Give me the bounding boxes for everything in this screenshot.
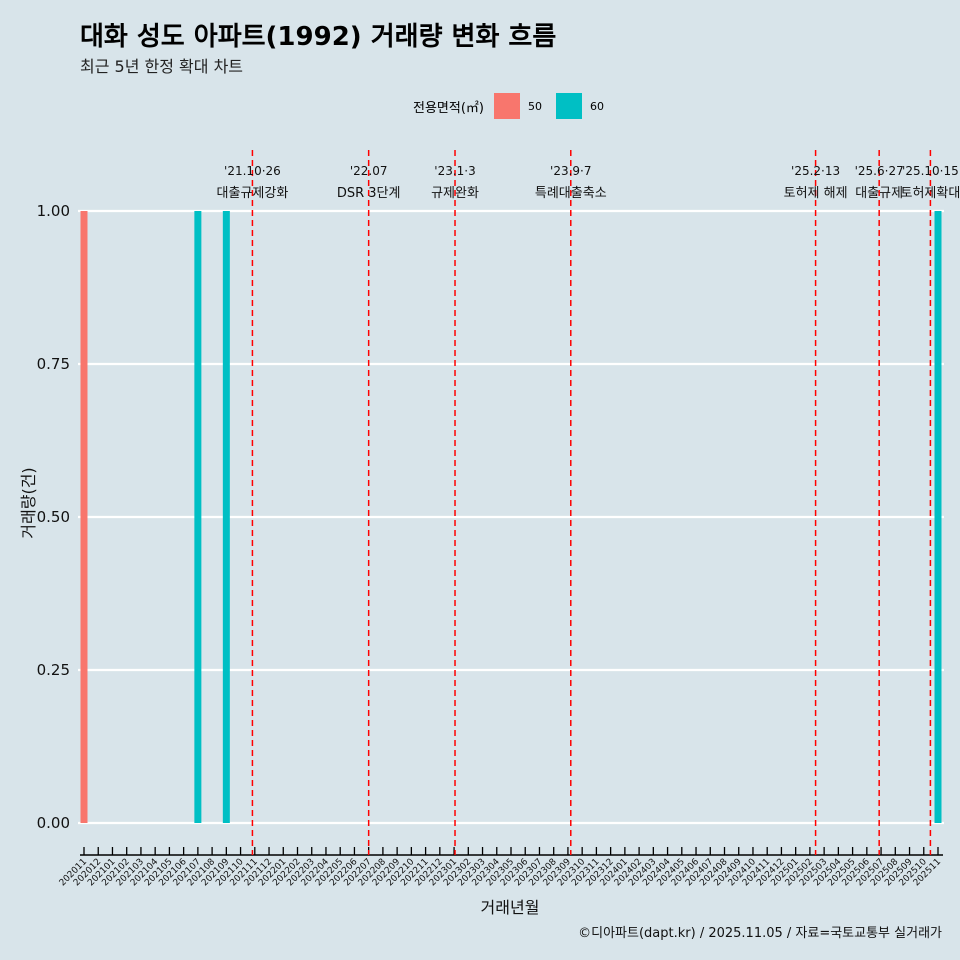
event-label: 토허제 해제 (784, 186, 848, 201)
event-date-label: '25.6·27 (855, 164, 904, 178)
event-label: 토허제확대 (901, 186, 960, 201)
event-label: 특례대출축소 (535, 186, 607, 201)
chart-title: 대화 성도 아파트(1992) 거래량 변화 흐름 (80, 22, 557, 52)
x-axis-title: 거래년월 (481, 898, 540, 917)
y-tick-label: 0.75 (37, 355, 70, 373)
event-date-label: '25.10·15 (902, 164, 959, 178)
bar-50 (80, 211, 88, 823)
y-tick-label: 1.00 (37, 202, 70, 220)
bar-60 (194, 211, 202, 823)
event-date-label: '25.2·13 (791, 164, 840, 178)
event-label: 대출규제강화 (217, 186, 289, 201)
y-tick-label: 0.50 (37, 508, 70, 526)
y-tick-label: 0.25 (37, 661, 70, 679)
event-date-label: '23.1·3 (434, 164, 475, 178)
legend-swatch-50 (493, 93, 520, 119)
event-date-label: '21.10·26 (224, 164, 281, 178)
event-label: DSR 3단계 (337, 186, 401, 201)
chart-subtitle: 최근 5년 한정 확대 차트 (80, 57, 244, 76)
legend-label-60: 60 (589, 99, 604, 113)
bar-60 (222, 211, 230, 823)
legend-title: 전용면적(㎡) (413, 100, 484, 116)
bar-60 (934, 211, 942, 823)
event-label: 대출규제 (855, 186, 903, 201)
legend-swatch-60 (555, 93, 582, 119)
source-caption: ©디아파트(dapt.kr) / 2025.11.05 / 자료=국토교통부 실… (578, 926, 942, 941)
event-label: 규제완화 (431, 186, 479, 201)
y-tick-label: 0.00 (37, 814, 70, 832)
event-date-label: '22.07 (350, 164, 388, 178)
legend: 전용면적(㎡) 50 60 (413, 93, 604, 119)
legend-label-50: 50 (527, 99, 542, 113)
event-date-label: '23.9·7 (550, 164, 591, 178)
y-axis-title: 거래량(건) (19, 467, 38, 538)
